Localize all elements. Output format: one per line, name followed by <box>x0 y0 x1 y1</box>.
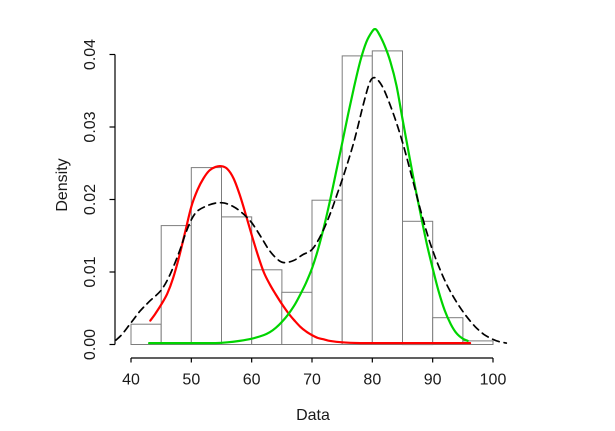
histogram-bar <box>432 317 464 346</box>
curve-mixture-component-1 <box>149 164 472 345</box>
x-tick-label: 100 <box>480 372 507 389</box>
histogram-bar <box>160 225 192 346</box>
histogram-bar <box>221 216 253 345</box>
y-tick-label: 0.02 <box>82 184 99 215</box>
x-axis-title: Data <box>296 407 330 424</box>
x-tick-label: 40 <box>122 372 140 389</box>
histogram-bar <box>341 55 373 346</box>
histogram-bar <box>402 220 434 346</box>
histogram-bar <box>251 269 283 345</box>
y-tick-label: 0.01 <box>82 256 99 287</box>
y-tick-label: 0.00 <box>82 329 99 360</box>
curve-mixture-component-2 <box>148 27 469 345</box>
histogram-bar <box>371 50 403 346</box>
x-tick-label: 90 <box>424 372 442 389</box>
x-tick-label: 80 <box>363 372 381 389</box>
histogram-bar <box>130 323 162 346</box>
curve-overall-density-estimate <box>115 76 508 344</box>
x-tick-label: 50 <box>182 372 200 389</box>
histogram-bar <box>311 199 343 345</box>
y-axis-title: Density <box>54 158 71 212</box>
histogram-bar <box>190 167 223 345</box>
x-tick-label: 70 <box>303 372 321 389</box>
x-tick-label: 60 <box>243 372 261 389</box>
y-tick-label: 0.04 <box>82 39 99 70</box>
y-tick-label: 0.03 <box>82 111 99 142</box>
